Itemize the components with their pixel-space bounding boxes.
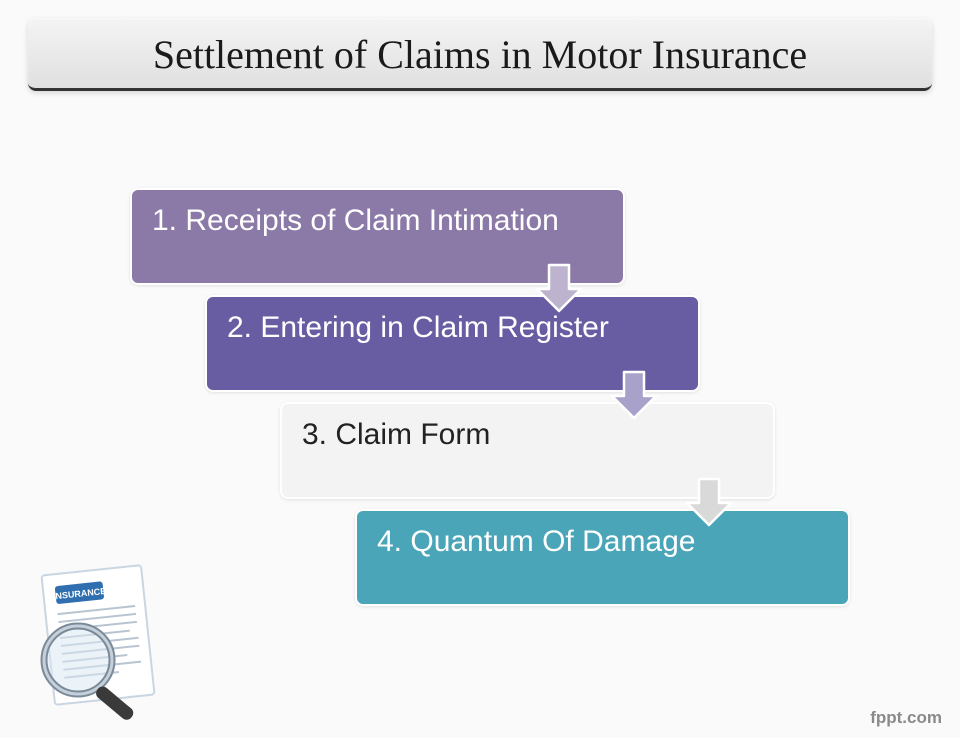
down-arrow-icon xyxy=(610,370,658,420)
title-bar: Settlement of Claims in Motor Insurance xyxy=(28,18,932,91)
watermark: fppt.com xyxy=(870,708,942,728)
process-step-4: 4. Quantum Of Damage xyxy=(355,509,850,606)
insurance-decor-image: INSURANCE xyxy=(20,560,180,720)
down-arrow-icon xyxy=(535,263,583,313)
page-title: Settlement of Claims in Motor Insurance xyxy=(48,32,912,78)
down-arrow-icon xyxy=(685,477,733,527)
